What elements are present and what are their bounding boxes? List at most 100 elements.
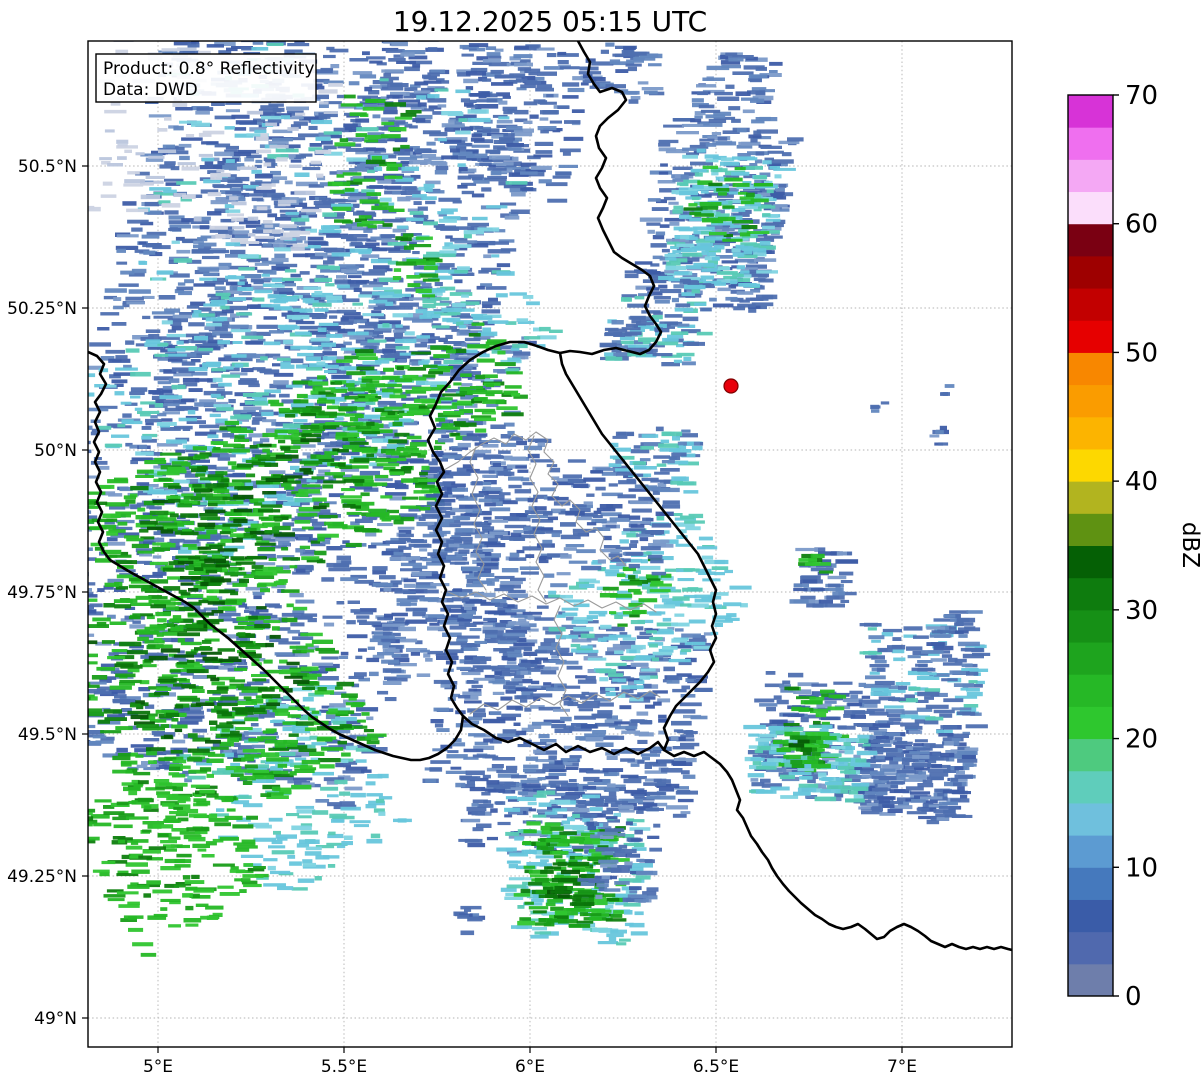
echo-bin bbox=[200, 477, 221, 480]
echo-bin bbox=[20, 695, 32, 699]
echo-bin bbox=[220, 531, 231, 534]
echo-bin bbox=[115, 368, 138, 371]
echo-bin bbox=[355, 656, 362, 659]
echo-bin bbox=[510, 578, 526, 581]
echo-bin bbox=[461, 383, 472, 386]
echo-bin bbox=[42, 749, 59, 754]
echo-bin bbox=[248, 111, 260, 114]
echo-bin bbox=[289, 733, 299, 737]
echo-bin bbox=[396, 346, 410, 350]
echo-bin bbox=[333, 375, 350, 379]
echo-bin bbox=[497, 351, 505, 355]
echo-bin bbox=[103, 603, 115, 608]
echo-bin bbox=[115, 355, 127, 359]
echo-bin bbox=[404, 584, 415, 588]
echo-bin bbox=[323, 55, 336, 58]
echo-bin bbox=[255, 263, 269, 266]
echo-bin bbox=[122, 201, 136, 206]
echo-bin bbox=[372, 292, 394, 296]
echo-bin bbox=[374, 167, 382, 171]
echo-bin bbox=[153, 548, 164, 552]
echo-bin bbox=[306, 847, 322, 851]
echo-bin bbox=[520, 171, 538, 174]
echo-bin bbox=[230, 286, 238, 291]
echo-bin bbox=[171, 725, 187, 729]
echo-bin bbox=[273, 380, 289, 385]
echo-bin bbox=[378, 642, 391, 645]
echo-bin bbox=[242, 274, 261, 278]
echo-bin bbox=[455, 131, 471, 135]
echo-bin bbox=[511, 210, 530, 215]
echo-bin bbox=[579, 71, 601, 74]
echo-bin bbox=[427, 94, 439, 98]
echo-bin bbox=[116, 140, 128, 144]
echo-bin bbox=[339, 264, 356, 268]
echo-bin bbox=[441, 208, 458, 211]
echo-bin bbox=[142, 296, 155, 299]
echo-bin bbox=[244, 717, 258, 721]
echo-bin bbox=[412, 194, 427, 197]
echo-bin bbox=[251, 47, 268, 51]
echo-bin bbox=[438, 104, 447, 107]
echo-bin bbox=[308, 346, 323, 350]
echo-bin bbox=[562, 95, 578, 99]
echo-bin bbox=[275, 288, 293, 291]
echo-bin bbox=[466, 71, 486, 76]
echo-bin bbox=[415, 150, 437, 154]
echo-bin bbox=[318, 537, 325, 541]
echo-bin bbox=[168, 837, 180, 840]
echo-bin bbox=[40, 622, 57, 625]
echo-bin bbox=[182, 195, 196, 199]
echo-bin bbox=[343, 342, 352, 346]
echo-bin bbox=[346, 620, 356, 624]
echo-bin bbox=[316, 455, 331, 459]
echo-bin bbox=[83, 725, 96, 728]
echo-bin bbox=[362, 313, 384, 316]
echo-bin bbox=[83, 393, 94, 397]
echo-bin bbox=[117, 891, 139, 894]
echo-bin bbox=[211, 747, 229, 750]
echo-bin bbox=[496, 293, 508, 297]
echo-bin bbox=[642, 87, 664, 90]
echo-bin bbox=[429, 623, 439, 626]
echo-bin bbox=[245, 764, 258, 768]
echo-bin bbox=[149, 846, 166, 850]
echo-bin bbox=[229, 196, 238, 200]
echo-bin bbox=[296, 493, 309, 497]
echo-bin bbox=[423, 221, 438, 225]
echo-bin bbox=[266, 757, 289, 761]
echo-bin bbox=[383, 110, 398, 115]
echo-bin bbox=[67, 575, 89, 578]
echo-bin bbox=[291, 246, 305, 250]
echo-bin bbox=[163, 190, 177, 194]
echo-bin bbox=[314, 278, 332, 282]
echo-bin bbox=[192, 484, 201, 488]
echo-bin bbox=[73, 509, 81, 513]
echo-bin bbox=[268, 748, 289, 751]
echo-bin bbox=[490, 425, 505, 430]
echo-bin bbox=[257, 206, 268, 210]
echo-bin bbox=[467, 223, 489, 227]
echo-bin bbox=[461, 295, 469, 298]
echo-bin bbox=[295, 113, 305, 116]
echo-bin bbox=[341, 841, 353, 845]
echo-bin bbox=[410, 155, 422, 158]
echo-bin bbox=[299, 840, 320, 845]
echo-bin bbox=[264, 660, 273, 664]
echo-bin bbox=[373, 114, 381, 118]
echo-bin bbox=[487, 176, 507, 179]
echo-bin bbox=[177, 721, 198, 724]
echo-bin bbox=[350, 193, 368, 196]
echo-bin bbox=[218, 648, 235, 652]
echo-bin bbox=[51, 607, 59, 611]
echo-bin bbox=[54, 633, 75, 637]
echo-bin bbox=[212, 555, 222, 560]
echo-bin bbox=[366, 402, 376, 405]
echo-bin bbox=[138, 780, 149, 784]
echo-bin bbox=[309, 752, 324, 756]
echo-bin bbox=[254, 290, 272, 294]
echo-bin bbox=[507, 593, 528, 597]
echo-bin bbox=[357, 96, 378, 99]
echo-bin bbox=[104, 894, 126, 898]
echo-bin bbox=[514, 63, 533, 67]
